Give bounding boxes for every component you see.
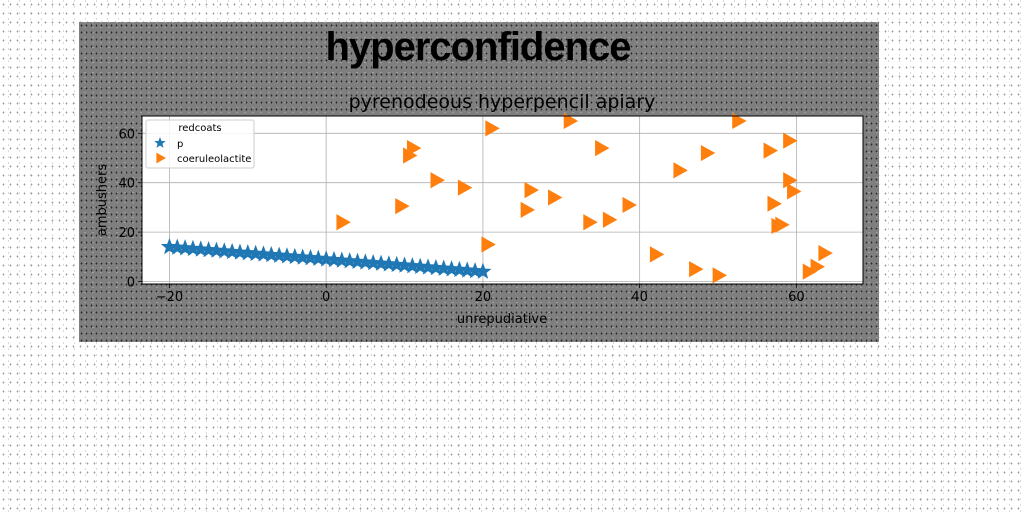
point-p [294,248,312,265]
y-tick-label: 0 [127,276,135,291]
x-tick-label: 0 [322,290,330,305]
point-p [200,241,218,258]
point-p [435,259,453,276]
point-coeruleolactite [689,261,704,278]
point-coeruleolactite [649,246,665,263]
point-coeruleolactite [602,211,618,228]
y-tick-label: 60 [118,127,135,142]
legend-marker-coeruleolactite [156,152,166,164]
point-p [207,241,226,258]
point-coeruleolactite [787,183,802,200]
point-p [317,250,335,267]
point-coeruleolactite [673,162,688,179]
point-coeruleolactite [700,144,716,162]
point-p [278,247,296,264]
point-coeruleolactite [622,196,637,214]
grid-lines [142,116,863,284]
point-p [356,253,374,270]
point-coeruleolactite [595,140,610,157]
data-points [160,112,833,284]
point-p [168,238,186,255]
point-p [403,257,421,274]
point-coeruleolactite [524,182,539,199]
point-coeruleolactite [712,267,728,284]
point-coeruleolactite [563,112,579,130]
point-p [176,239,194,256]
x-tick-label: 60 [788,290,805,305]
point-p [325,250,343,268]
point-coeruleolactite [783,172,798,189]
point-p [411,257,429,274]
point-p [388,255,406,273]
point-coeruleolactite [818,245,833,262]
legend-label-coeruleolactite: coeruleolactite [177,154,251,165]
point-coeruleolactite [783,132,798,149]
point-p [239,244,257,261]
point-coeruleolactite [395,198,410,215]
point-p [458,261,476,278]
legend-marker-p [154,137,166,148]
point-p [215,242,233,259]
point-p [231,243,249,260]
point-p [348,252,367,270]
point-p [427,258,445,276]
point-coeruleolactite [548,189,563,206]
point-coeruleolactite [802,263,818,280]
point-p [341,252,359,269]
point-p [247,244,265,262]
point-coeruleolactite [403,147,418,164]
point-p [301,249,320,266]
point-coeruleolactite [481,236,496,253]
y-axis-label: ambushers [95,164,110,236]
point-p [395,256,414,273]
x-tick-label: 40 [631,290,648,305]
point-p [443,260,461,277]
x-tick-label: −20 [156,290,183,305]
point-coeruleolactite [810,258,825,275]
legend-box [145,119,255,169]
point-p [184,239,202,257]
point-coeruleolactite [763,142,778,159]
point-coeruleolactite [457,179,473,196]
point-p [333,251,351,268]
x-tick-label: 20 [475,290,492,305]
point-p [270,246,288,263]
point-p [364,254,382,271]
point-p [262,245,280,263]
point-coeruleolactite [485,120,500,137]
point-p [286,247,304,265]
point-p [466,262,484,279]
x-axis-label: unrepudiative [457,312,547,327]
point-p [450,260,468,278]
point-coeruleolactite [775,216,790,233]
legend-label-p: p [177,139,183,150]
plot-frame [141,115,864,285]
legend-title: redcoats [178,123,221,134]
y-tick-label: 40 [118,177,135,192]
axis-ticks: −20 0 20 40 60 0 20 40 60 [118,127,804,305]
point-p [223,242,241,260]
point-p [380,255,398,272]
point-coeruleolactite [583,214,598,231]
point-coeruleolactite [767,195,782,212]
point-coeruleolactite [520,201,536,218]
point-p [474,262,492,279]
point-coeruleolactite [406,140,422,157]
point-coeruleolactite [336,214,351,231]
point-p [309,249,327,266]
y-tick-label: 20 [118,226,135,241]
point-p [254,245,273,262]
point-p [419,258,437,275]
point-p [192,240,210,257]
chart-suptitle: hyperconfidence [325,25,630,69]
chart-title: pyrenodeous hyperpencil apiary [349,91,656,113]
legend: redcoats p coeruleolactite [145,119,255,169]
point-p [372,254,390,271]
point-coeruleolactite [430,172,445,189]
point-coeruleolactite [732,112,747,130]
point-p [160,237,178,255]
